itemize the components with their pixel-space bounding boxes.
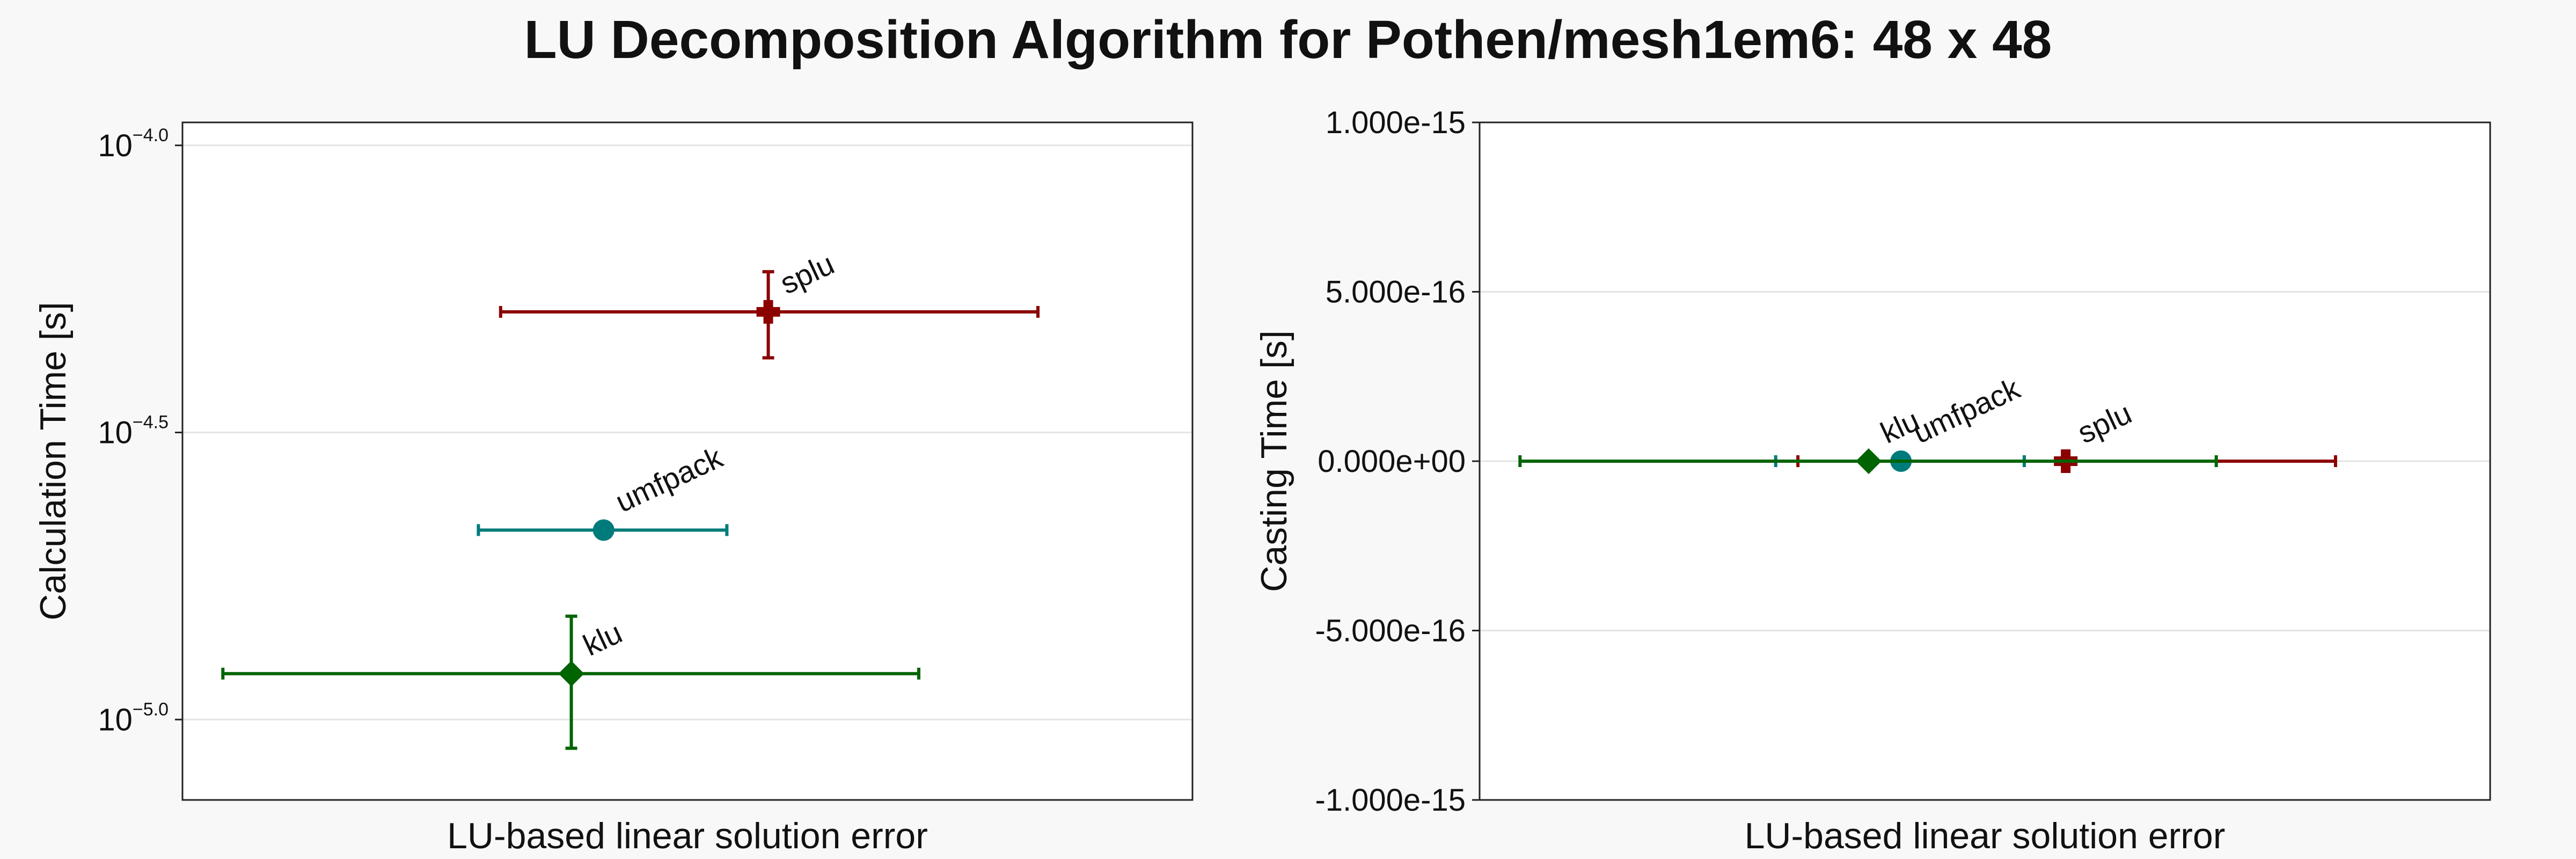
y-tick-label: 0.000e+00 xyxy=(1318,444,1466,479)
data-point-umfpack xyxy=(592,519,614,541)
tick-exponent: −4.5 xyxy=(133,412,169,433)
y-tick-label: -5.000e-16 xyxy=(1315,614,1466,649)
tick-exponent: −5.0 xyxy=(133,699,169,719)
y-axis-label: Casting Time [s] xyxy=(1254,330,1294,592)
y-axis-label: Calculation Time [s] xyxy=(33,302,74,620)
y-tick-label: 1.000e-15 xyxy=(1326,105,1466,140)
plot-frame xyxy=(181,121,1194,801)
tick-base: 10 xyxy=(98,702,133,737)
figure-title: LU Decomposition Algorithm for Pothen/me… xyxy=(524,10,2052,70)
data-point-klu xyxy=(1855,448,1882,474)
series-splu: splu xyxy=(499,246,1040,360)
y-tick-label: 10−4.0 xyxy=(98,125,169,163)
data-point-splu xyxy=(756,300,780,324)
y-tick-label: 5.000e-16 xyxy=(1326,275,1466,310)
tick-base: 10 xyxy=(98,416,133,450)
plot-area xyxy=(182,122,1192,800)
chart-panel-1: 10−4.010−4.510−5.0LU-based linear soluti… xyxy=(33,121,1194,856)
x-axis-label: LU-based linear solution error xyxy=(1745,816,2226,856)
y-tick-label: 10−5.0 xyxy=(98,699,169,737)
x-axis-label: LU-based linear solution error xyxy=(447,816,928,856)
chart-panel-2: 1.000e-15 5.000e-16 0.000e+00 -5.000e-16 -1.… xyxy=(1254,105,2491,856)
tick-exponent: −4.0 xyxy=(133,125,169,145)
y-tick-label: 10−4.5 xyxy=(98,412,169,450)
y-tick-label: -1.000e-15 xyxy=(1315,783,1466,818)
data-point-klu xyxy=(558,660,584,687)
plot-frame xyxy=(1479,121,2491,801)
tick-base: 10 xyxy=(98,128,133,163)
